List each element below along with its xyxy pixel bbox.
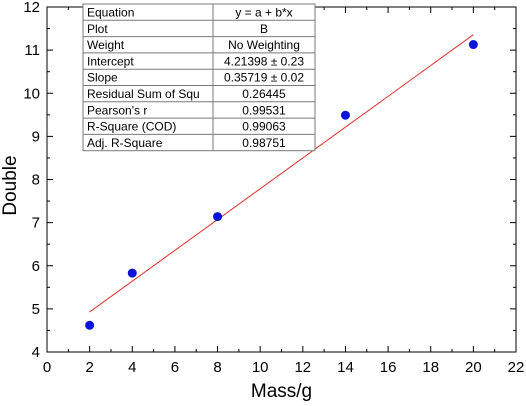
stats-table: Equation y = a + b*x Plot B Weight No Weighti… [82,3,316,152]
x-tick-label: 18 [422,359,439,376]
x-tick-label: 2 [85,359,93,376]
y-tick-label: 5 [32,301,40,318]
x-tick-label: 14 [337,359,354,376]
data-point [213,212,223,222]
y-tick-label: 8 [32,172,40,189]
stats-value: 0.99063 [242,120,286,134]
fit-line [89,34,474,313]
stats-label: Equation [87,6,134,20]
x-tick-label: 8 [213,359,221,376]
y-tick-label: 11 [24,42,40,59]
fit-line-layer [89,34,474,313]
x-tick-label: 10 [252,359,269,376]
y-tick-label: 9 [32,128,40,145]
y-tick-label: 6 [32,258,40,275]
data-point [85,320,95,330]
stats-label: Pearson's r [87,103,147,117]
x-tick-label: 16 [380,359,397,376]
x-tick-label: 0 [43,359,51,376]
data-point [127,268,137,278]
data-point [340,110,350,120]
stats-value: 4.21398 ± 0.23 [224,54,304,68]
stats-value: B [260,22,268,36]
x-tick-label: 12 [294,359,311,376]
y-tick-label: 4 [32,344,40,361]
stats-value: y = a + b*x [235,6,292,20]
stats-label: R-Square (COD) [87,120,176,134]
stats-value: 0.26445 [242,87,286,101]
y-axis-title: Double [0,155,21,215]
x-tick-label: 4 [128,359,136,376]
y-tick-label: 7 [32,215,40,232]
y-tick-label: 10 [23,85,40,102]
stats-value: No Weighting [228,38,300,52]
stats-label: Slope [87,71,118,85]
stats-value: 0.98751 [242,136,286,150]
stats-label: Intercept [87,54,134,68]
stats-label: Weight [87,38,125,52]
stats-label: Plot [87,22,108,36]
stats-table-frame [82,3,316,152]
stats-value: 0.99531 [242,103,286,117]
x-axis-title: Mass/g [251,381,312,402]
x-tick-label: 6 [171,359,179,376]
stats-value: 0.35719 ± 0.02 [224,71,304,85]
stats-label: Residual Sum of Squ [87,87,200,101]
x-tick-label: 22 [508,359,525,376]
data-points [85,40,478,330]
data-point [468,40,478,50]
x-tick-label: 20 [465,359,482,376]
y-tick-label: 12 [23,0,40,16]
stats-label: Adj. R-Square [87,136,163,150]
